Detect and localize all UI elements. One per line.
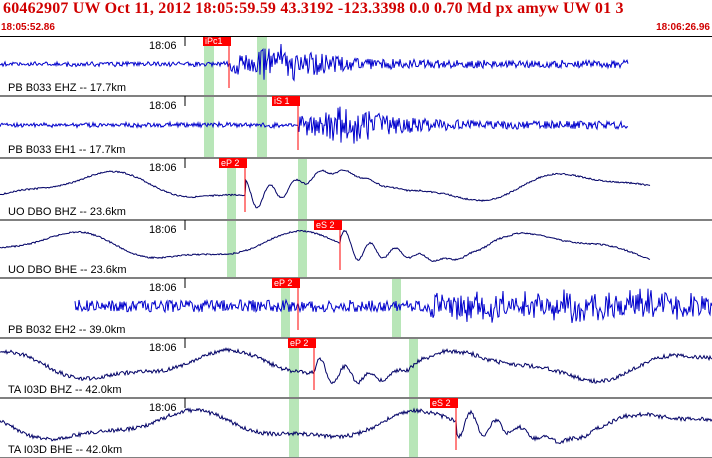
trace-row[interactable]: 18:06 iS 1 PB B033 EH1 -- 17.7km (0, 96, 712, 159)
station-label: UO DBO BHZ -- 23.6km (8, 206, 126, 218)
trace-row[interactable]: 18:06 eS 2 UO DBO BHE -- 23.6km (0, 220, 712, 279)
pick-flag[interactable] (430, 398, 458, 408)
trace-row[interactable]: 18:06 eP 2 PB B032 EH2 -- 39.0km (0, 278, 712, 339)
waveform (0, 229, 651, 263)
time-window-marker (257, 97, 267, 157)
pick-flag[interactable] (272, 278, 300, 288)
pick-label: eS 2 (432, 398, 451, 408)
time-window-marker (204, 37, 214, 95)
waveform (0, 43, 629, 82)
pick-label: iPc1 (205, 36, 223, 46)
minute-tick-label: 18:06 (149, 40, 177, 52)
pick-flag[interactable] (288, 338, 316, 348)
time-window-marker (298, 221, 307, 277)
time-window-marker (409, 339, 418, 397)
pick-flag[interactable] (219, 158, 247, 168)
window-end-time: 18:06:26.96 (656, 22, 710, 33)
pick-flag[interactable] (203, 36, 231, 46)
pick-flag[interactable] (314, 220, 342, 230)
waveform (0, 347, 712, 385)
minute-tick-label: 18:06 (149, 100, 177, 112)
event-header: 60462907 UW Oct 11, 2012 18:05:59.59 43.… (0, 0, 712, 36)
minute-tick-label: 18:06 (149, 224, 177, 236)
station-label: PB B032 EH2 -- 39.0km (8, 324, 125, 336)
trace-row[interactable]: 18:06 eP 2 TA I03D BHZ -- 42.0km (0, 338, 712, 399)
time-window-marker (257, 37, 267, 95)
minute-tick-label: 18:06 (149, 342, 177, 354)
pick-label: eP 2 (221, 158, 239, 168)
pick-label: iS 1 (274, 96, 290, 106)
window-start-time: 18:05:52.86 (1, 22, 55, 33)
trace-row[interactable]: 18:06 eS 2 TA I03D BHE -- 42.0km (0, 398, 712, 458)
pick-flag[interactable] (272, 96, 300, 106)
station-label: TA I03D BHE -- 42.0km (8, 444, 122, 456)
time-window-marker (227, 159, 236, 219)
pick-label: eS 2 (316, 220, 335, 230)
trace-row[interactable]: 18:06 eP 2 UO DBO BHZ -- 23.6km (0, 158, 712, 221)
seismogram-panel[interactable]: 18:06 iPc1 PB B033 EHZ -- 17.7km 18:06 iS 1 P… (0, 36, 712, 458)
minute-tick-label: 18:06 (149, 282, 177, 294)
time-window-marker (298, 159, 307, 219)
pick-label: eP 2 (274, 278, 292, 288)
trace-row[interactable]: 18:06 iPc1 PB B033 EHZ -- 17.7km (0, 36, 712, 97)
waveform (0, 106, 629, 144)
station-label: PB B033 EHZ -- 17.7km (8, 82, 126, 94)
waveform (74, 288, 712, 323)
station-label: TA I03D BHZ -- 42.0km (8, 384, 122, 396)
minute-tick-label: 18:06 (149, 162, 177, 174)
time-window-marker (281, 279, 290, 337)
waveform (0, 407, 712, 445)
waveform (0, 169, 651, 209)
station-label: UO DBO BHE -- 23.6km (8, 264, 127, 276)
time-window-marker (409, 399, 418, 457)
time-window-marker (204, 97, 214, 157)
pick-label: eP 2 (290, 338, 308, 348)
station-label: PB B033 EH1 -- 17.7km (8, 144, 125, 156)
time-window-marker (289, 399, 299, 457)
time-window-marker (227, 221, 236, 277)
minute-tick-label: 18:06 (149, 402, 177, 414)
event-title: 60462907 UW Oct 11, 2012 18:05:59.59 43.… (3, 0, 624, 17)
time-window-marker (289, 339, 299, 397)
